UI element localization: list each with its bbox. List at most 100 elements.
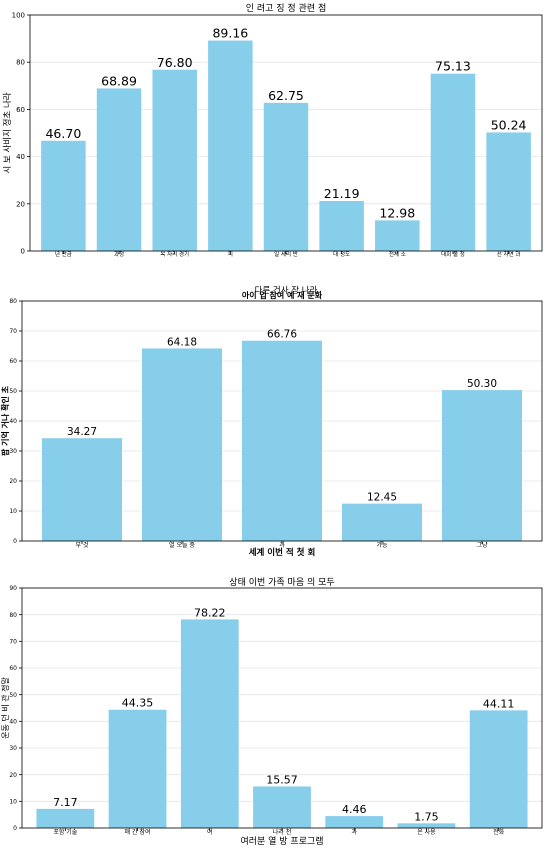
bar	[263, 102, 309, 251]
bar-value-label: 15.57	[266, 773, 298, 786]
chart-title: 인 려고 징 정 관련 점	[246, 2, 327, 14]
y-tick-label: 10	[9, 798, 17, 805]
bar	[486, 132, 531, 251]
y-tick-label: 80	[16, 59, 25, 67]
y-tick-label: 90	[9, 585, 17, 592]
bar-value-label: 12.45	[367, 492, 397, 504]
bar-value-label: 12.98	[379, 205, 415, 220]
y-tick-label: 40	[16, 153, 25, 161]
y-tick-label: 0	[21, 247, 25, 255]
y-tick-label: 60	[9, 358, 17, 365]
bar	[469, 710, 528, 828]
bar	[342, 503, 422, 541]
bar-value-label: 89.16	[212, 26, 248, 41]
bar-value-label: 50.30	[467, 378, 497, 390]
chart-title: 상태 이번 가족 마음 의 모두	[229, 577, 334, 588]
x-axis-label: 다른 건사 장 나라	[255, 285, 318, 296]
bar	[375, 220, 420, 251]
x-tick-label: 년 만금	[55, 250, 72, 258]
y-axis-label: 운동 던 비 관 정말	[0, 677, 10, 739]
bar	[41, 140, 86, 251]
x-tick-label: 일 세리 반	[274, 250, 298, 258]
chart-title: 아이 입 참여 예 재 문화	[242, 290, 323, 300]
x-tick-label: 부 것	[76, 541, 89, 549]
bar-value-label: 76.80	[157, 55, 193, 70]
bar-value-label: 34.27	[67, 426, 97, 438]
bar	[208, 40, 253, 252]
x-tick-label: 피	[228, 250, 233, 258]
x-tick-label: 포함 기술	[53, 828, 77, 836]
x-tick-label: 전화	[493, 828, 505, 836]
y-tick-label: 70	[9, 638, 17, 645]
x-tick-label: 온 사용	[417, 828, 436, 836]
axes-frame	[21, 587, 543, 829]
bar	[152, 69, 197, 251]
y-axis-label: 시 보 사비지 정초 나라	[2, 92, 13, 173]
y-tick-label: 80	[9, 612, 17, 619]
y-tick-label: 10	[9, 508, 17, 515]
bar-value-label: 64.18	[167, 336, 197, 348]
bar	[253, 786, 311, 828]
bar	[180, 619, 239, 828]
bar-value-label: 1.75	[414, 810, 439, 823]
bar	[397, 823, 456, 828]
bar	[96, 88, 142, 251]
x-axis-label: 세계 이번 적 첫 회	[249, 547, 316, 558]
bar-value-label: 4.46	[342, 803, 367, 816]
bar-value-label: 68.89	[101, 73, 137, 88]
x-tick-label: 목 자리 경기	[160, 250, 189, 258]
y-tick-label: 100	[12, 11, 25, 19]
x-tick-label: 선 자연 과	[497, 250, 521, 258]
y-tick-label: 70	[9, 328, 17, 335]
x-tick-label: 전체 소	[389, 250, 406, 258]
bar-value-label: 46.70	[45, 126, 81, 141]
x-tick-label: 그냥	[476, 541, 488, 549]
x-tick-label: 과	[279, 541, 285, 549]
y-tick-label: 0	[13, 825, 17, 832]
bar	[42, 438, 122, 541]
y-tick-label: 20	[16, 200, 25, 208]
axes-frame	[29, 14, 543, 252]
y-tick-label: 0	[13, 538, 17, 545]
bar-value-label: 50.24	[491, 117, 527, 132]
x-tick-label: 나라 천	[273, 828, 291, 836]
bar	[242, 340, 322, 541]
x-axis-label: 여러분 열 방 프로그램	[240, 835, 323, 847]
x-tick-label: 대 정도	[333, 250, 350, 258]
y-tick-label: 50	[9, 692, 17, 699]
x-tick-label: 열 오늘 중	[169, 541, 195, 549]
bar-value-label: 75.13	[435, 59, 471, 74]
y-tick-label: 20	[9, 478, 17, 485]
y-axis-label: 팝 기억 거나 확인 초	[0, 385, 10, 456]
x-tick-label: 대회 볼 정	[441, 250, 465, 258]
bar-value-label: 66.76	[267, 329, 297, 341]
y-tick-label: 30	[9, 448, 17, 455]
bar-value-label: 7.17	[53, 796, 78, 809]
y-tick-label: 60	[9, 665, 17, 672]
bar	[442, 390, 522, 541]
y-tick-label: 40	[9, 418, 17, 425]
x-tick-label: 여	[207, 828, 213, 836]
x-tick-label: 가능	[376, 541, 388, 549]
bar	[430, 73, 476, 251]
bar-value-label: 44.35	[122, 697, 154, 710]
y-tick-label: 50	[9, 388, 17, 395]
bar	[36, 808, 95, 828]
y-tick-label: 20	[9, 772, 17, 779]
bar	[108, 709, 167, 828]
x-tick-label: 매 간 참여	[125, 828, 151, 836]
bar	[325, 816, 384, 828]
bar-value-label: 78.22	[194, 606, 226, 619]
bar-value-label: 21.19	[324, 186, 360, 201]
bar-value-label: 62.75	[268, 88, 304, 103]
y-tick-label: 30	[9, 745, 17, 752]
y-tick-label: 40	[9, 718, 17, 725]
bar	[142, 348, 222, 541]
x-tick-label: 과	[351, 828, 357, 836]
x-tick-label: 과정	[114, 250, 124, 258]
bar-value-label: 44.11	[483, 697, 515, 710]
y-tick-label: 60	[16, 106, 25, 114]
y-tick-label: 80	[9, 298, 17, 305]
